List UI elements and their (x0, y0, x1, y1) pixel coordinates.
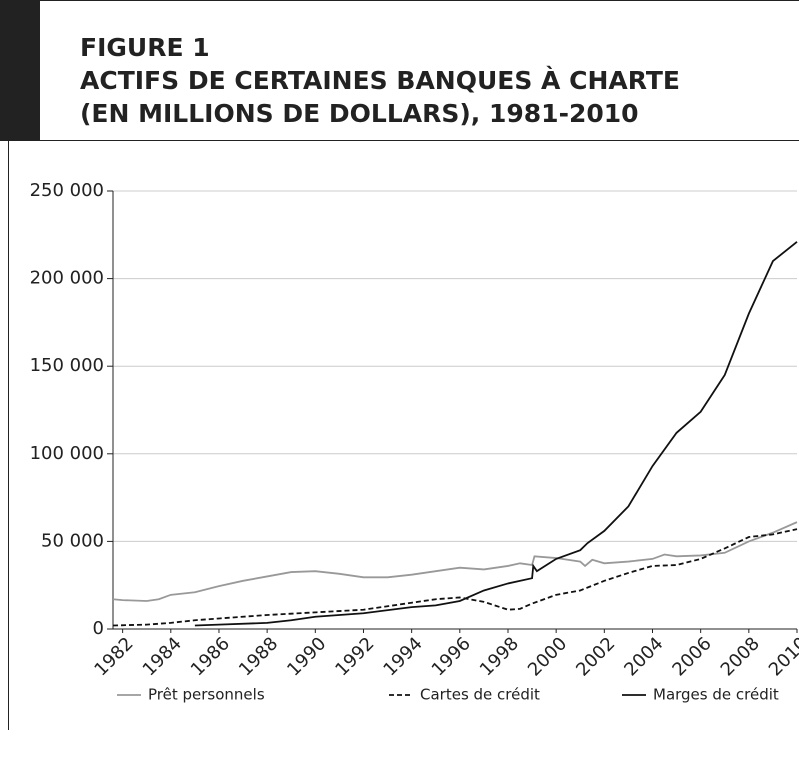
chart-title: ACTIFS DE CERTAINES BANQUES À CHARTE (80, 66, 680, 95)
x-tick-label: 1986 (187, 633, 234, 680)
x-tick-label: 2000 (524, 633, 571, 680)
y-tick-label: 150 000 (30, 355, 104, 376)
x-tick-label: 1982 (90, 633, 137, 680)
y-tick-label: 50 000 (41, 530, 104, 551)
legend-label: Cartes de crédit (420, 686, 540, 704)
x-tick-label: 1988 (235, 633, 282, 680)
x-tick-label: 1990 (283, 633, 330, 680)
x-tick-label: 2006 (668, 633, 715, 680)
header-strip (0, 0, 40, 140)
x-tick-label: 1984 (139, 633, 186, 680)
line-series (194, 241, 798, 627)
legend-label: Marges de crédit (653, 686, 779, 704)
x-tick-label: 2002 (572, 633, 619, 680)
x-tick-label: 2008 (717, 633, 764, 680)
x-tick-label: 2010 (765, 633, 799, 680)
x-tick-label: 2004 (620, 633, 667, 680)
x-tick-label: 1996 (428, 633, 475, 680)
y-tick-label: 200 000 (30, 268, 104, 289)
x-tick-label: 1998 (476, 633, 523, 680)
y-tick-label: 250 000 (30, 180, 104, 201)
y-tick-label: 100 000 (30, 443, 104, 464)
figure-label: FIGURE 1 (80, 33, 210, 62)
x-tick-label: 1994 (379, 633, 426, 680)
chart-title: (EN MILLIONS DE DOLLARS), 1981-2010 (80, 99, 639, 128)
legend-label: Prêt personnels (148, 686, 265, 704)
x-tick-label: 1992 (331, 633, 378, 680)
line-series (112, 528, 798, 627)
line-series (112, 521, 798, 602)
y-tick-label: 0 (93, 618, 104, 639)
